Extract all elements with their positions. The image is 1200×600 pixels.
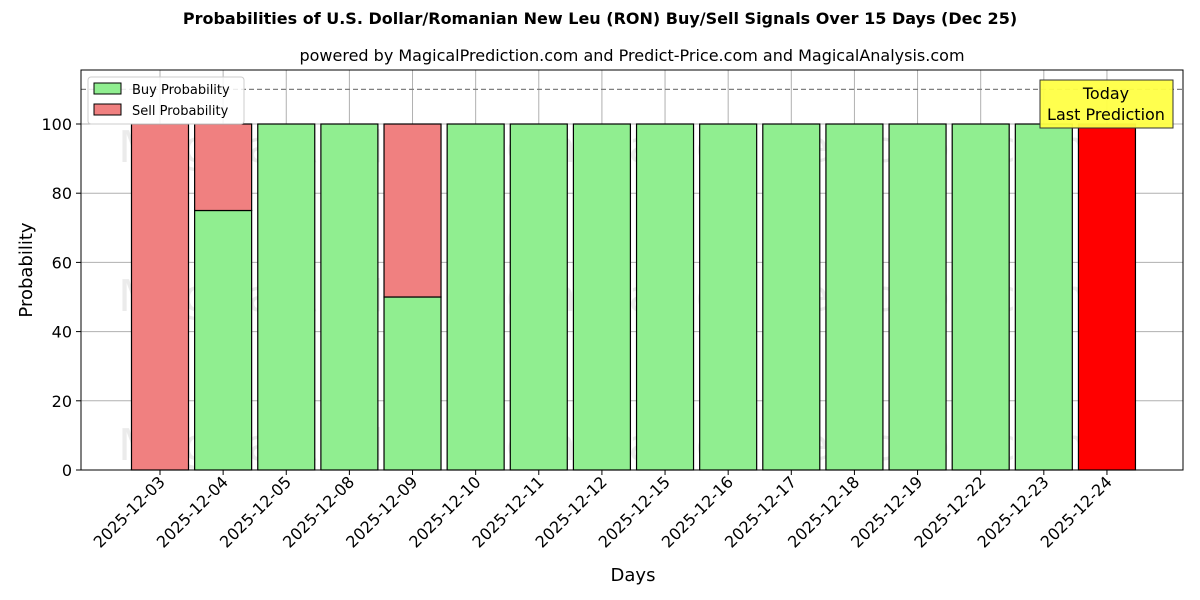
bars [130,123,1137,471]
legend: Buy Probability Sell Probability [87,76,245,125]
y-tick-label: 60 [52,253,72,272]
x-axis-label: Days [611,565,656,586]
x-axis: 2025-12-032025-12-042025-12-052025-12-08… [90,470,1116,552]
plot-frame [80,69,1184,471]
y-tick-label: 100 [41,115,72,134]
y-axis: 0 20 40 60 80 100 [41,115,81,480]
sell-bar [383,123,442,298]
buy-bar [888,123,947,471]
today-annotation: Today Last Prediction [1039,79,1174,129]
buy-bar [635,123,695,471]
svg-text:Last Prediction: Last Prediction [1047,105,1165,124]
buy-bar [572,123,632,471]
buy-bar [383,296,442,471]
buy-bar [446,123,505,471]
buy-bar [509,123,568,471]
buy-bar [1014,123,1073,471]
buy-bar [951,123,1010,471]
buy-bar [699,123,758,471]
y-tick-label: 40 [52,323,72,342]
buy-bar [762,123,821,471]
legend-sell-swatch [93,103,122,116]
legend-sell-label: Sell Probability [132,104,229,119]
y-tick-label: 80 [52,184,72,203]
buy-bar [257,123,316,471]
sell-bar [1077,123,1137,471]
buy-bar [194,209,253,471]
buy-bar [320,123,379,471]
y-axis-label: Probability [16,222,37,317]
legend-buy-label: Buy Probability [132,83,230,98]
sell-bar [130,123,190,471]
y-tick-label: 20 [52,392,72,411]
y-tick-label: 0 [62,461,72,480]
sell-bar [194,123,253,212]
chart-subtitle: powered by MagicalPrediction.com and Pre… [299,46,965,65]
legend-buy-swatch [93,82,122,95]
chart-title: Probabilities of U.S. Dollar/Romanian Ne… [182,9,1018,28]
svg-text:Today: Today [1082,84,1129,103]
buy-bar [825,123,884,471]
